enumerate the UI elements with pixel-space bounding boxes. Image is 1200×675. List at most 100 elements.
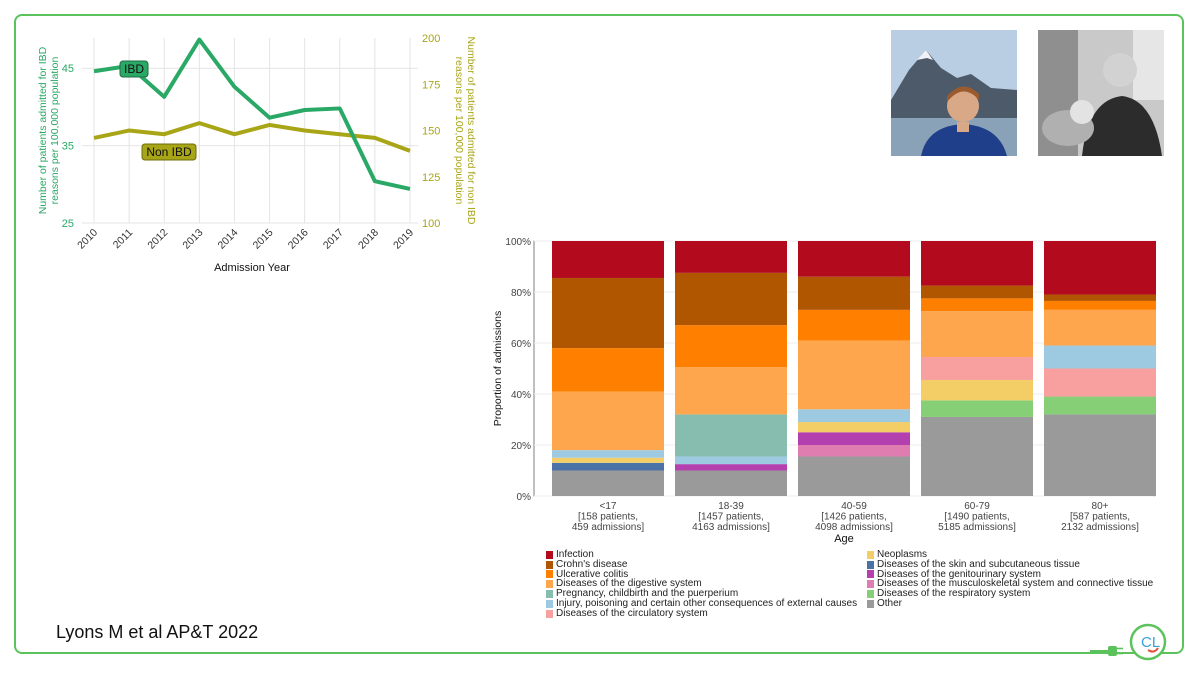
right-axis-title: Number of patients admitted for non IBDr… (453, 37, 477, 225)
y-tick-label: 80% (511, 288, 531, 299)
bar-segment-injury (1044, 345, 1156, 369)
bar-segment-respiratory (921, 400, 1033, 417)
bar-segment-genitourinary (798, 432, 910, 445)
bar-segment-digestive (552, 391, 664, 451)
legend-swatch (546, 570, 553, 579)
x-tick-label: 2019 (391, 227, 416, 252)
x-tick-label: 18-39 (718, 501, 744, 512)
bar-segment-crohns (1044, 294, 1156, 301)
bar-segment-uc (1044, 300, 1156, 310)
bar-segment-other (798, 456, 910, 496)
ibd-label-box (119, 60, 149, 78)
bar-segment-injury (552, 450, 664, 458)
legend-item: Pregnancy, childbirth and the puerperium (546, 589, 857, 599)
legend-swatch (867, 590, 874, 599)
x-tick-label: 2010 (75, 227, 100, 252)
bar-segment-circulatory (1044, 368, 1156, 397)
bar-segment-uc (798, 309, 910, 341)
legend-swatch (546, 560, 553, 569)
presenter-photo-2 (1038, 30, 1164, 156)
age-stacked-bar-chart: 0% 20% 40% 60% 80% 100% Proportion of admissio… (492, 237, 1156, 545)
x-tick-admissions: 4098 admissions] (815, 522, 893, 533)
left-axis-title-line: reasons per 100,000 population (49, 56, 61, 204)
legend-item: Diseases of the digestive system (546, 579, 857, 589)
bar-segment-infection (675, 241, 787, 273)
legend-item: Diseases of the genitourinary system (867, 569, 1153, 580)
bar-segment-digestive (1044, 309, 1156, 346)
legend-item: Diseases of the circulatory system (546, 608, 857, 619)
x-tick-patients: [1490 patients, (944, 512, 1010, 523)
y-tick-label: 40% (511, 390, 531, 401)
ibd-label: IBD (124, 62, 144, 76)
x-tick-label: 2011 (111, 227, 136, 252)
bar-segment-musculoskeletal (798, 445, 910, 457)
bar-segment-neoplasms (552, 457, 664, 463)
legend-label: Injury, poisoning and certain other cons… (556, 597, 858, 609)
legend-item: Diseases of the skin and subcutaneous ti… (867, 559, 1153, 570)
right-tick-label: 200 (422, 33, 440, 45)
x-tick-patients: [158 patients, (578, 512, 638, 523)
x-tick-patients: [1426 patients, (821, 512, 887, 523)
legend-label: Diseases of the respiratory system (877, 588, 1031, 600)
legend-item: Crohn's disease (546, 559, 857, 570)
bar-segment-infection (921, 241, 1033, 286)
legend-column-1: Infection Crohn's disease Ulcerative colit… (546, 550, 857, 619)
legend-swatch (546, 609, 553, 618)
non-ibd-label: Non IBD (146, 145, 192, 159)
legend-swatch (867, 560, 874, 569)
x-tick-label: 2015 (251, 227, 276, 252)
bar-segment-crohns (798, 276, 910, 310)
right-axis-title-line: Number of patients admitted for non IBD (465, 37, 477, 225)
bar-segment-infection (552, 241, 664, 278)
bar-segment-circulatory (921, 357, 1033, 380)
bar-segment-injury (675, 456, 787, 465)
bar-segment-other (675, 470, 787, 496)
bar-segment-crohns (921, 285, 1033, 299)
x-tick-label: 2014 (216, 227, 241, 252)
bar-segment-uc (675, 325, 787, 368)
bar-segment-infection (1044, 241, 1156, 295)
x-tick-label: 2018 (356, 227, 381, 252)
series-line-ibd (93, 37, 411, 191)
x-axis-title: Age (834, 533, 854, 545)
legend-item: Diseases of the musculoskeletal system a… (867, 579, 1153, 589)
x-tick-label: 40-59 (841, 501, 867, 512)
legend-swatch (546, 550, 553, 559)
bar-segment-pregnancy (675, 414, 787, 457)
bar-segment-digestive (921, 311, 1033, 358)
y-tick-label: 20% (511, 441, 531, 452)
ibd-line-chart: 25 35 45 100 125 150 175 200 2010 2011 2012 2013 201… (37, 33, 477, 274)
x-tick-patients: [587 patients, (1070, 512, 1130, 523)
right-tick-label: 150 (422, 126, 440, 138)
x-tick-label: <17 (600, 501, 617, 512)
legend-item: Other (867, 599, 1153, 609)
legend-label: Infection (556, 549, 594, 560)
bar-segment-crohns (675, 272, 787, 326)
bar-segment-uc (552, 348, 664, 392)
series-line-non-ibd (93, 121, 411, 153)
x-tick-label: 2013 (180, 227, 205, 252)
right-tick-label: 175 (422, 79, 440, 91)
legend-label: Diseases of the digestive system (556, 578, 702, 590)
bar-segment-uc (921, 298, 1033, 312)
x-tick-admissions: 4163 admissions] (692, 522, 770, 533)
x-tick-label: 2012 (145, 227, 170, 252)
legend-swatch (546, 590, 553, 599)
y-tick-label: 100% (505, 237, 531, 248)
x-tick-admissions: 459 admissions] (572, 522, 644, 533)
plug-icon (1090, 644, 1124, 663)
y-tick-label: 0% (517, 492, 532, 503)
bar-segment-skin (552, 462, 664, 471)
legend-swatch (867, 580, 874, 589)
legend-item: Neoplasms (867, 550, 1153, 560)
bar-segment-infection (798, 241, 910, 277)
slide-frame (14, 14, 1184, 654)
legend-label: Pregnancy, childbirth and the puerperium (556, 588, 739, 600)
legend-item: Ulcerative colitis (546, 569, 857, 580)
legend-swatch (867, 570, 874, 579)
bar-segment-neoplasms (798, 422, 910, 433)
presenter-photo-1 (891, 30, 1017, 156)
bar-segment-digestive (798, 340, 910, 410)
bar-segment-genitourinary (675, 464, 787, 471)
legend-swatch (867, 550, 874, 559)
